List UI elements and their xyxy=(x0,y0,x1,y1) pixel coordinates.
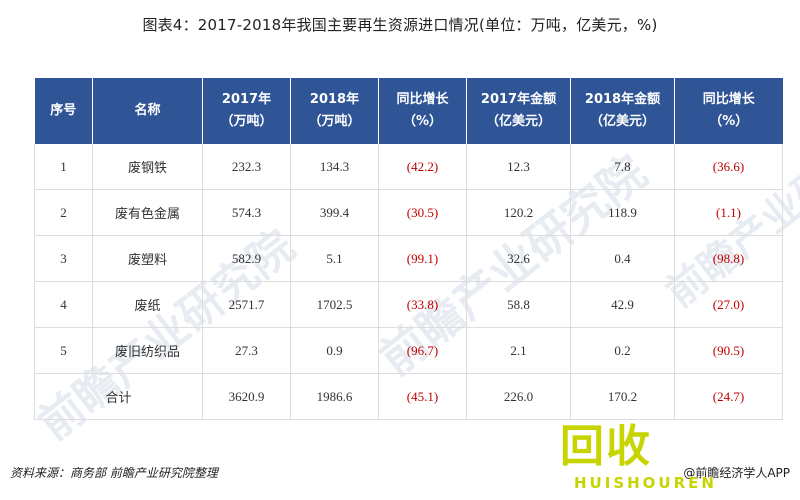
cell-total-2018-amount: 170.2 xyxy=(570,373,675,420)
app-credit: @前瞻经济学人APP xyxy=(683,466,790,480)
cell-2017-amount: 2.1 xyxy=(466,327,571,374)
header-2017-amount-line2: （亿美元） xyxy=(485,114,551,129)
cell-total-label: 合计 xyxy=(34,373,203,420)
cell-2018-amount: 42.9 xyxy=(570,281,675,328)
header-volume-yoy-line1: 同比增长 xyxy=(396,92,449,107)
header-amount-yoy-line2: （%） xyxy=(709,114,749,129)
cell-no: 2 xyxy=(34,189,93,236)
header-2018-amount: 2018年金额 （亿美元） xyxy=(570,78,675,144)
cell-2018-volume: 1702.5 xyxy=(290,281,379,328)
cell-name: 废有色金属 xyxy=(92,189,203,236)
cell-amount-yoy: (36.6) xyxy=(674,144,783,190)
table-row: 1 废钢铁 232.3 134.3 (42.2) 12.3 7.8 (36.6) xyxy=(34,144,783,190)
import-table-container: 序号 名称 2017年 （万吨） 2018年 （万吨） 同比增长 （%） 2017年金… xyxy=(34,78,783,420)
cell-name: 废纸 xyxy=(92,281,203,328)
table-row: 2 废有色金属 574.3 399.4 (30.5) 120.2 118.9 (… xyxy=(34,189,783,236)
import-table: 序号 名称 2017年 （万吨） 2018年 （万吨） 同比增长 （%） 2017年金… xyxy=(34,78,783,420)
cell-amount-yoy: (27.0) xyxy=(674,281,783,328)
cell-volume-yoy: (99.1) xyxy=(378,235,467,282)
header-no-label: 序号 xyxy=(50,103,77,118)
table-row: 5 废旧纺织品 27.3 0.9 (96.7) 2.1 0.2 (90.5) xyxy=(34,327,783,374)
header-2018-amount-line1: 2018年金额 xyxy=(584,92,661,107)
source-note: 资料来源：商务部 前瞻产业研究院整理 xyxy=(10,466,218,480)
cell-amount-yoy: (90.5) xyxy=(674,327,783,374)
cell-name: 废钢铁 xyxy=(92,144,203,190)
cell-volume-yoy: (96.7) xyxy=(378,327,467,374)
table-total-row: 合计 3620.9 1986.6 (45.1) 226.0 170.2 (24.… xyxy=(34,373,783,420)
cell-2018-volume: 0.9 xyxy=(290,327,379,374)
cell-no: 1 xyxy=(34,144,93,190)
cell-name: 废旧纺织品 xyxy=(92,327,203,374)
cell-2018-volume: 399.4 xyxy=(290,189,379,236)
huishouren-logo: 回收 HUISHOUREN xyxy=(560,410,790,500)
cell-2018-amount: 0.4 xyxy=(570,235,675,282)
cell-no: 3 xyxy=(34,235,93,282)
cell-2017-amount: 32.6 xyxy=(466,235,571,282)
header-2018-volume-line2: （万吨） xyxy=(308,114,361,129)
cell-volume-yoy: (42.2) xyxy=(378,144,467,190)
cell-total-2017-amount: 226.0 xyxy=(466,373,571,420)
table-header-row: 序号 名称 2017年 （万吨） 2018年 （万吨） 同比增长 （%） 2017年金… xyxy=(34,78,783,144)
header-2017-volume: 2017年 （万吨） xyxy=(202,78,291,144)
table-row: 3 废塑料 582.9 5.1 (99.1) 32.6 0.4 (98.8) xyxy=(34,235,783,282)
cell-total-volume-yoy: (45.1) xyxy=(378,373,467,420)
cell-2017-volume: 27.3 xyxy=(202,327,291,374)
cell-2018-amount: 0.2 xyxy=(570,327,675,374)
header-name-label: 名称 xyxy=(134,103,161,118)
cell-2017-volume: 2571.7 xyxy=(202,281,291,328)
header-volume-yoy-line2: （%） xyxy=(402,114,443,129)
header-amount-yoy-line1: 同比增长 xyxy=(702,92,755,107)
cell-2017-volume: 582.9 xyxy=(202,235,291,282)
header-2017-volume-line1: 2017年 xyxy=(221,92,272,107)
cell-2017-amount: 12.3 xyxy=(466,144,571,190)
cell-2017-amount: 58.8 xyxy=(466,281,571,328)
header-amount-yoy: 同比增长 （%） xyxy=(674,78,783,144)
cell-total-2018-volume: 1986.6 xyxy=(290,373,379,420)
header-2018-amount-line2: （亿美元） xyxy=(589,114,655,129)
cell-total-amount-yoy: (24.7) xyxy=(674,373,783,420)
cell-amount-yoy: (1.1) xyxy=(674,189,783,236)
cell-2017-volume: 232.3 xyxy=(202,144,291,190)
page-title: 图表4：2017-2018年我国主要再生资源进口情况(单位：万吨，亿美元，%) xyxy=(142,16,658,34)
cell-no: 5 xyxy=(34,327,93,374)
cell-name: 废塑料 xyxy=(92,235,203,282)
header-2017-amount-line1: 2017年金额 xyxy=(480,92,557,107)
cell-2018-amount: 118.9 xyxy=(570,189,675,236)
logo-sub-text: HUISHOUREN xyxy=(574,474,717,492)
header-2017-volume-line2: （万吨） xyxy=(220,114,273,129)
header-name: 名称 xyxy=(92,78,203,144)
header-2018-volume-line1: 2018年 xyxy=(309,92,360,107)
cell-2018-volume: 5.1 xyxy=(290,235,379,282)
cell-volume-yoy: (33.8) xyxy=(378,281,467,328)
header-2017-amount: 2017年金额 （亿美元） xyxy=(466,78,571,144)
cell-no: 4 xyxy=(34,281,93,328)
header-volume-yoy: 同比增长 （%） xyxy=(378,78,467,144)
header-no: 序号 xyxy=(34,78,93,144)
cell-2018-volume: 134.3 xyxy=(290,144,379,190)
cell-2017-volume: 574.3 xyxy=(202,189,291,236)
cell-total-2017-volume: 3620.9 xyxy=(202,373,291,420)
cell-2017-amount: 120.2 xyxy=(466,189,571,236)
cell-amount-yoy: (98.8) xyxy=(674,235,783,282)
cell-volume-yoy: (30.5) xyxy=(378,189,467,236)
header-2018-volume: 2018年 （万吨） xyxy=(290,78,379,144)
cell-2018-amount: 7.8 xyxy=(570,144,675,190)
table-row: 4 废纸 2571.7 1702.5 (33.8) 58.8 42.9 (27.… xyxy=(34,281,783,328)
logo-main-text: 回收 xyxy=(560,421,652,472)
